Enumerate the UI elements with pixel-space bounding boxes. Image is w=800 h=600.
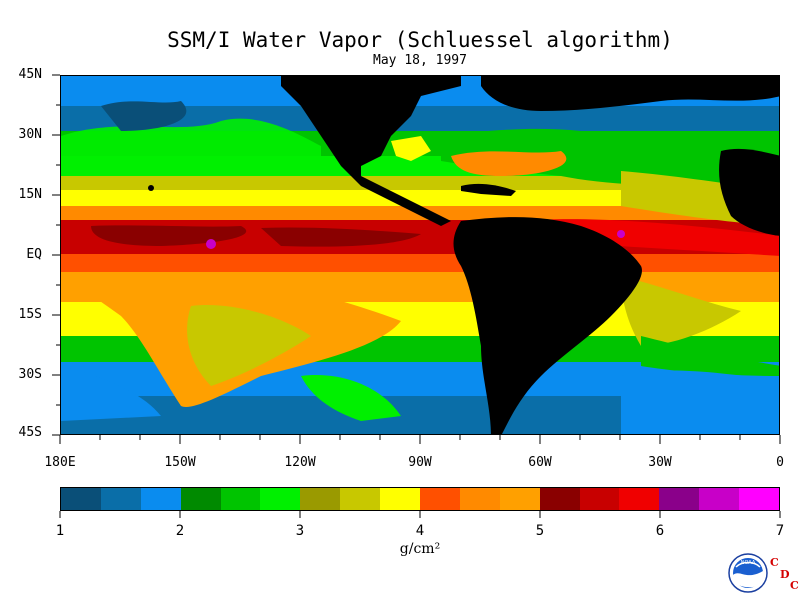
sp-blue-west: [61, 366, 161, 421]
colorbar-cell: [699, 488, 740, 510]
north-america: [281, 76, 461, 226]
noaa-logo-text: NOAA: [741, 560, 756, 566]
chart-date: May 18, 1997: [373, 53, 467, 68]
lon-label-150w: 150W: [164, 455, 196, 470]
south-atlantic-blue: [621, 370, 779, 434]
noaa-logo: NOAA: [728, 553, 768, 593]
south-atlantic-band: [621, 276, 741, 346]
logo-letter-c1: C: [770, 556, 779, 569]
colorbar-cell: [100, 488, 141, 510]
lat-label-30s: 30S: [18, 367, 42, 382]
colorbar-cell: [739, 488, 780, 510]
max-cell-2: [617, 230, 625, 238]
lat-label-45s: 45S: [18, 425, 42, 440]
colorbar-label-4: 4: [415, 523, 425, 539]
colorbar-label-7: 7: [775, 523, 785, 539]
moist-tongue-np: [61, 118, 321, 171]
lon-label-30w: 30W: [648, 455, 672, 470]
colorbar-cell: [619, 488, 660, 510]
colorbar-cell: [300, 488, 341, 510]
colorbar-cell: [659, 488, 700, 510]
colorbar-label-2: 2: [175, 523, 185, 539]
lat-label-eq: EQ: [26, 247, 42, 262]
lat-label-15n: 15N: [18, 187, 42, 202]
colorbar-cell: [260, 488, 301, 510]
map-canvas: [61, 76, 779, 434]
water-vapor-map: [60, 75, 780, 435]
south-america: [453, 217, 642, 434]
lon-label-0: 0: [776, 455, 784, 470]
logo-letter-c2: C: [790, 579, 799, 592]
south-atlantic-green: [641, 336, 779, 376]
colorbar-cell: [61, 488, 101, 510]
logo-letter-d: D: [780, 568, 790, 581]
colorbar-label-5: 5: [535, 523, 545, 539]
lat-label-45n: 45N: [18, 67, 42, 82]
lon-label-60w: 60W: [528, 455, 552, 470]
colorbar-cell: [420, 488, 460, 510]
colorbar-cell: [380, 488, 421, 510]
colorbar-cell: [579, 488, 620, 510]
caribbean-moist: [451, 151, 567, 176]
max-cell-1: [206, 239, 216, 249]
colorbar-cell: [220, 488, 261, 510]
colorbar-cell: [140, 488, 181, 510]
greenland-europe: [481, 76, 779, 111]
colorbar-cell: [340, 488, 381, 510]
colorbar-cell: [539, 488, 580, 510]
colorbar-label-6: 6: [655, 523, 665, 539]
lon-label-90w: 90W: [408, 455, 432, 470]
gulf-of-mexico: [391, 136, 431, 161]
colorbar-label-3: 3: [295, 523, 305, 539]
spcz-core: [187, 305, 311, 386]
lat-label-15s: 15S: [18, 307, 42, 322]
itcz-core-east: [261, 227, 421, 247]
lon-label-120w: 120W: [284, 455, 316, 470]
band-18n: [61, 190, 779, 206]
sp-moist-tail: [301, 375, 401, 421]
colorbar: [60, 487, 780, 511]
colorbar-cell: [459, 488, 500, 510]
cuba: [461, 183, 516, 196]
atlantic-north-band: [441, 128, 779, 196]
colorbar-label-1: 1: [55, 523, 65, 539]
colorbar-cell: [499, 488, 540, 510]
chart-title: SSM/I Water Vapor (Schluessel algorithm): [167, 28, 673, 52]
africa: [719, 148, 779, 236]
lon-label-180e: 180E: [44, 455, 76, 470]
hawaii: [148, 185, 154, 191]
colorbar-cell: [180, 488, 221, 510]
band-eq: [61, 254, 779, 272]
dry-pocket-np: [101, 101, 187, 131]
colorbar-units: g/cm²: [399, 541, 441, 557]
lat-label-30n: 30N: [18, 127, 42, 142]
